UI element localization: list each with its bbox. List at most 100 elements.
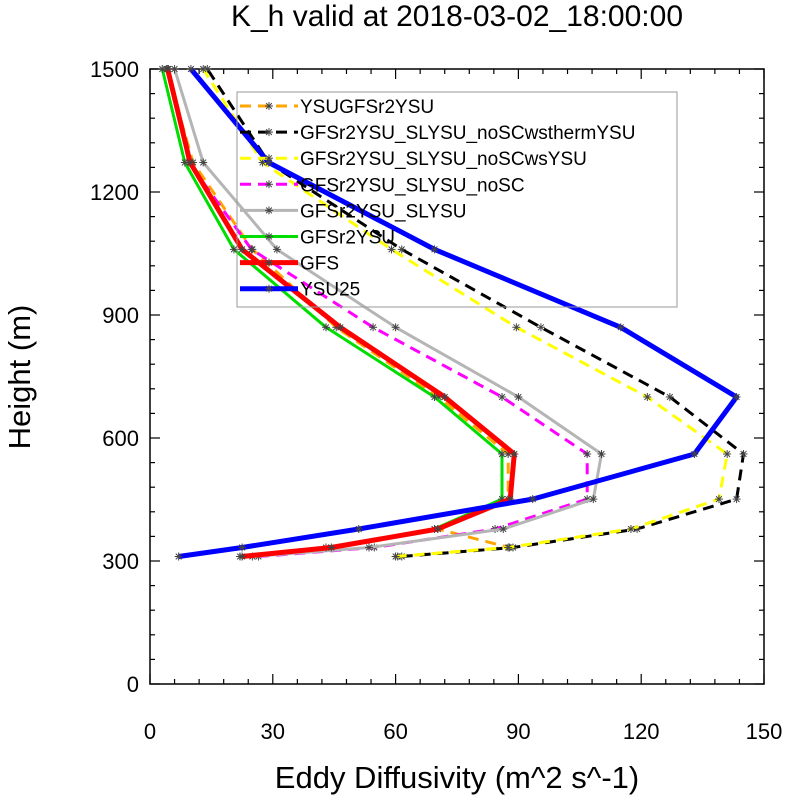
- series-line: [206, 68, 745, 558]
- data-point: [732, 393, 741, 401]
- data-point: [238, 543, 247, 552]
- data-point: [597, 449, 606, 458]
- data-point: [430, 245, 439, 254]
- data-point: [504, 543, 513, 552]
- legend-marker: [265, 284, 273, 293]
- series-line: [165, 68, 517, 559]
- data-point: [272, 245, 281, 254]
- data-point: [247, 245, 256, 254]
- data-point: [498, 449, 507, 458]
- series-line: [164, 68, 511, 558]
- series-line: [178, 67, 740, 559]
- legend-item: GFSr2YSU_SLYSU: [240, 201, 466, 222]
- data-point: [440, 393, 449, 401]
- series-line: [201, 68, 729, 558]
- y-tick-label: 0: [127, 672, 139, 697]
- legend-marker: [265, 102, 273, 110]
- data-point: [536, 323, 545, 332]
- data-point: [723, 449, 732, 458]
- y-axis-label: Height (m): [2, 305, 37, 450]
- data-point: [369, 323, 378, 332]
- data-point: [186, 158, 195, 167]
- data-point: [433, 525, 442, 534]
- legend-marker: [265, 258, 273, 267]
- data-point: [163, 65, 172, 73]
- x-tick-label: 0: [144, 719, 156, 744]
- data-point: [397, 245, 406, 254]
- data-point: [199, 65, 208, 73]
- data-point: [327, 543, 336, 552]
- data-point: [238, 552, 247, 561]
- data-point: [430, 393, 439, 401]
- legend-label: GFSr2YSU: [300, 228, 395, 249]
- data-point: [499, 525, 508, 534]
- data-point: [616, 323, 625, 332]
- legend-marker: [265, 128, 273, 137]
- legend-marker: [265, 180, 273, 189]
- legend-marker: [265, 154, 273, 163]
- data-point: [528, 495, 537, 504]
- legend-label: GFSr2YSU_SLYSU_noSCwsthermYSU: [300, 123, 635, 144]
- legend-item: GFSr2YSU_SLYSU_noSCwsthermYSU: [240, 123, 635, 144]
- data-point: [336, 323, 345, 332]
- data-point: [589, 495, 598, 504]
- data-point: [739, 449, 748, 458]
- data-point: [170, 65, 179, 73]
- x-axis-label: Eddy Diffusivity (m^2 s^-1): [275, 760, 639, 795]
- legend-label: GFSr2YSU_SLYSU_noSC: [300, 175, 525, 196]
- plot-frame: [149, 68, 765, 685]
- data-point: [387, 245, 396, 254]
- series-line: [173, 68, 603, 558]
- legend-label: GFSr2YSU_SLYSU_noSCwsYSU: [300, 149, 587, 170]
- series-ysu25: [174, 65, 741, 561]
- x-tick-label: 150: [746, 719, 783, 744]
- data-point: [391, 552, 400, 561]
- legend-label: GFS: [300, 254, 339, 275]
- x-tick-label: 30: [261, 719, 285, 744]
- y-tick-label: 600: [102, 426, 139, 451]
- legend-item: GFSr2YSU_SLYSU_noSCwsYSU: [240, 149, 587, 170]
- data-point: [238, 245, 247, 254]
- data-point: [186, 65, 195, 73]
- data-point: [510, 449, 519, 458]
- legend-item: YSUGFSr2YSU: [240, 97, 434, 118]
- y-tick-label: 900: [102, 303, 139, 328]
- legend-item: GFS: [240, 254, 339, 275]
- legend: YSUGFSr2YSU GFSr2YSU_SLYSU_noSCwsthermYSU…: [236, 91, 678, 308]
- data-point: [665, 393, 674, 401]
- x-tick-label: 90: [506, 719, 530, 744]
- legend-item: GFSr2YSU_SLYSU_noSC: [240, 175, 525, 196]
- data-point: [732, 495, 741, 504]
- data-point: [199, 158, 208, 167]
- data-point: [364, 543, 373, 552]
- data-point: [174, 552, 183, 561]
- data-point: [354, 525, 363, 534]
- data-point: [391, 323, 400, 332]
- data-point: [583, 449, 592, 458]
- legend-item: GFSr2YSU: [240, 228, 395, 249]
- y-tick-label: 300: [102, 549, 139, 574]
- legend-label: YSU25: [300, 280, 360, 301]
- series-lines: [158, 65, 748, 561]
- data-point: [714, 495, 723, 504]
- data-point: [512, 323, 521, 332]
- data-point: [498, 393, 507, 401]
- data-point: [514, 393, 523, 401]
- x-tick-label: 120: [623, 719, 660, 744]
- chart-title: K_h valid at 2018-03-02_18:00:00: [231, 0, 683, 33]
- data-point: [643, 393, 652, 401]
- data-point: [690, 449, 699, 458]
- legend-item: YSU25: [240, 280, 360, 301]
- legend-marker: [265, 232, 273, 241]
- y-tick-label: 1500: [90, 57, 139, 82]
- y-tick-label: 1200: [90, 180, 139, 205]
- data-point: [626, 525, 635, 534]
- x-tick-label: 60: [383, 719, 407, 744]
- legend-label: GFSr2YSU_SLYSU: [300, 201, 466, 222]
- legend-marker: [265, 206, 273, 215]
- data-point: [322, 323, 331, 332]
- legend-label: YSUGFSr2YSU: [300, 97, 434, 118]
